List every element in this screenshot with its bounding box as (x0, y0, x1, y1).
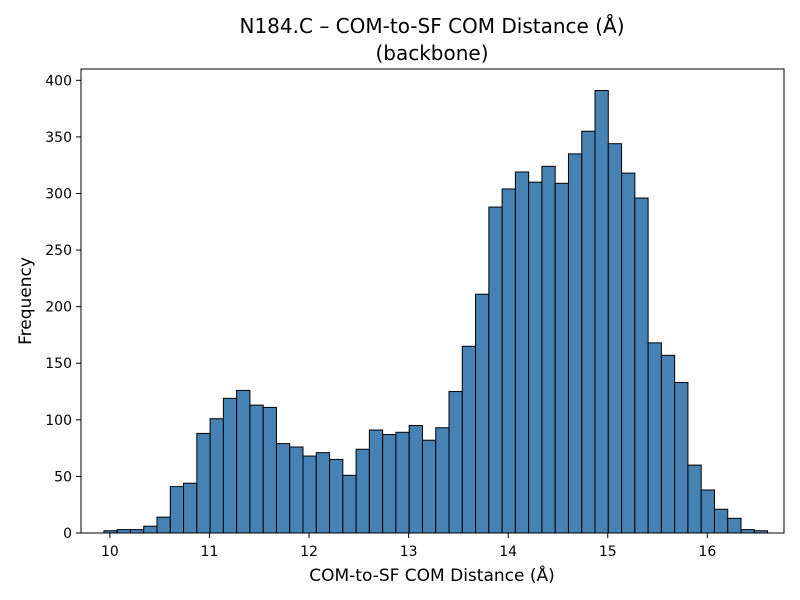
y-tick-label: 400 (45, 73, 72, 89)
histogram-bar (607, 143, 623, 534)
histogram-bar (236, 389, 251, 534)
y-axis-ticks: 0 50 100 150 200 250 300 350 400 (45, 73, 81, 542)
plot-frame (80, 68, 785, 534)
histogram-bar (514, 171, 530, 534)
histogram-bar (727, 517, 742, 534)
y-axis-label: Frequency (16, 257, 36, 345)
x-tick-label: 15 (599, 544, 617, 560)
histogram-bar (740, 529, 755, 534)
histogram-bar (660, 354, 676, 534)
histogram-bar (289, 446, 304, 534)
histogram-bar (222, 397, 238, 534)
histogram-bar (315, 452, 331, 534)
histogram-bar (687, 464, 702, 534)
histogram-bar (634, 197, 649, 534)
histogram-bar (275, 443, 291, 534)
histogram-bar (355, 448, 370, 534)
histogram-bar (647, 342, 662, 534)
y-tick-label: 350 (45, 130, 72, 146)
histogram-bars (103, 90, 769, 534)
chart-subtitle: (backbone) (375, 41, 488, 65)
histogram-bar (249, 404, 264, 534)
histogram-bar (448, 391, 463, 534)
histogram-bar (501, 188, 516, 534)
histogram-bar (382, 434, 397, 534)
histogram-bar (594, 90, 609, 534)
histogram-bar (209, 418, 224, 534)
x-tick-label: 16 (698, 544, 716, 560)
histogram-bar (116, 529, 131, 534)
histogram-bar (700, 489, 715, 534)
histogram-bar (488, 206, 503, 534)
histogram-bar (567, 153, 583, 534)
histogram-bar (581, 130, 596, 534)
y-tick-label: 150 (45, 356, 72, 372)
histogram-bar (169, 486, 185, 534)
histogram-bar (435, 427, 450, 534)
histogram-bar (674, 381, 689, 534)
histogram-bar (621, 172, 636, 534)
x-axis-ticks: 10 11 12 13 14 15 16 (101, 533, 716, 560)
histogram-bar (528, 181, 543, 534)
histogram-bar (541, 165, 556, 534)
histogram-bar (475, 293, 490, 534)
y-tick-label: 0 (63, 526, 72, 542)
y-tick-label: 50 (54, 469, 72, 485)
histogram-bar (395, 431, 410, 534)
histogram-bar (342, 474, 357, 534)
histogram-bar (262, 406, 277, 534)
histogram-bar (183, 482, 198, 534)
x-tick-label: 14 (499, 544, 517, 560)
histogram-bar (143, 525, 158, 534)
histogram-bar (196, 432, 211, 534)
histogram-bar (129, 529, 145, 534)
histogram-bar (368, 429, 384, 534)
y-tick-label: 250 (45, 243, 72, 259)
x-tick-label: 10 (101, 544, 119, 560)
histogram-bar (554, 182, 569, 534)
y-tick-label: 100 (45, 413, 72, 429)
histogram-bar (302, 455, 317, 534)
x-tick-label: 11 (201, 544, 219, 560)
histogram-bar (461, 345, 477, 534)
y-tick-label: 300 (45, 186, 72, 202)
x-tick-label: 13 (400, 544, 418, 560)
y-tick-label: 200 (45, 300, 72, 316)
histogram-bar (713, 508, 729, 534)
x-axis-label: COM-to-SF COM Distance (Å) (309, 564, 555, 586)
histogram-bar (421, 439, 437, 534)
x-tick-label: 12 (300, 544, 318, 560)
histogram-bar (156, 516, 171, 534)
chart-title: N184.C – COM-to-SF COM Distance (Å) (240, 14, 625, 38)
histogram-bar (408, 424, 423, 534)
histogram-bar (329, 458, 344, 534)
